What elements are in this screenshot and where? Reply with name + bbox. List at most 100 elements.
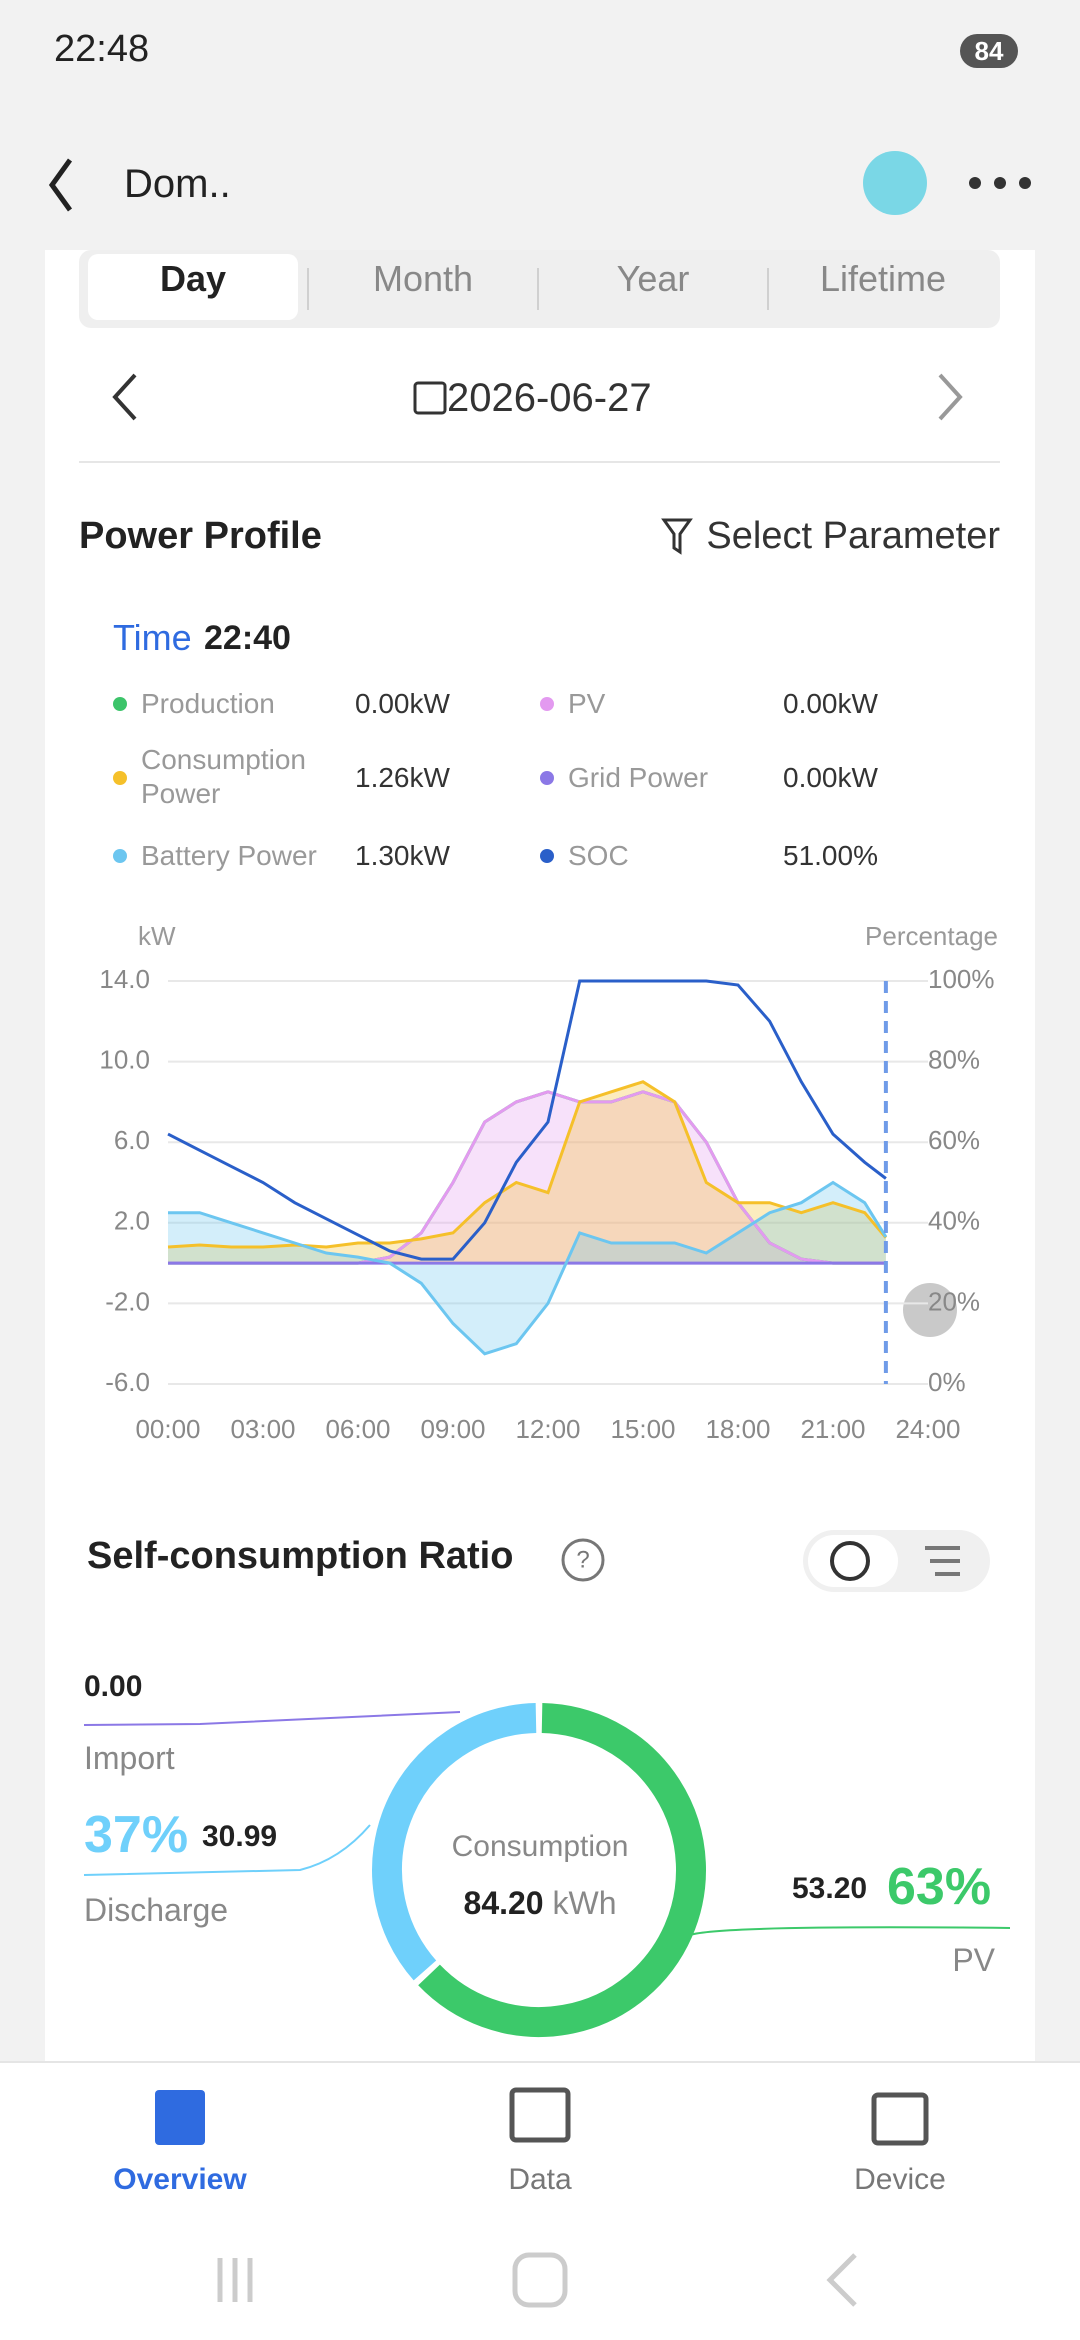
series-line (168, 1180, 888, 1356)
tab[interactable]: Month (372, 258, 474, 299)
help-icon[interactable] (561, 1538, 605, 1582)
legend-label: PV (568, 688, 606, 719)
expand-button[interactable] (903, 1283, 957, 1337)
donut-segment (418, 1703, 706, 2037)
back-button (826, 2253, 857, 2307)
y-tick-label: 2.0 (114, 1206, 150, 1236)
recents-button (217, 2258, 253, 2302)
tab[interactable]: Lifetime (819, 258, 947, 299)
donut-segment (372, 1703, 537, 1981)
legend-label: Battery Power (141, 840, 317, 871)
legend-dot (540, 771, 554, 785)
y-tick-label: -2.0 (105, 1286, 150, 1316)
x-tick-label: 24:00 (895, 1414, 960, 1444)
battery: 84 (960, 34, 1018, 68)
legend-value: 51.00% (783, 840, 878, 871)
y2-tick-label: 40% (928, 1206, 980, 1236)
legend-dot (113, 849, 127, 863)
more (1019, 177, 1031, 189)
legend-dot (113, 771, 127, 785)
y-tick-label: -6.0 (105, 1367, 150, 1397)
callout-percent: 63% (887, 1858, 992, 1916)
section-title: Power Profile (79, 515, 322, 557)
section-title: Self-consumption Ratio (87, 1535, 514, 1577)
home-button (512, 2252, 568, 2308)
next-date[interactable] (938, 373, 963, 421)
y2-tick-label: 20% (928, 1286, 980, 1316)
legend-label: Grid Power (568, 762, 709, 793)
callout-value: 53.20 (792, 1872, 868, 1905)
toggle-selected (808, 1535, 898, 1587)
legend-dot (113, 697, 127, 711)
total-unit: kWh (552, 1885, 617, 1921)
callout-line (689, 1926, 1011, 1936)
back-icon[interactable] (48, 158, 73, 212)
tab-selected (88, 254, 298, 320)
callout-value: 0.00 (84, 1670, 143, 1703)
prev-date[interactable] (112, 373, 137, 421)
tab[interactable]: Day (159, 258, 227, 299)
callout-value: 30.99 (202, 1820, 278, 1853)
more (994, 177, 1006, 189)
more[interactable] (969, 177, 981, 189)
x-tick-label: 00:00 (135, 1414, 200, 1444)
status-time: 22:48 (54, 28, 150, 70)
callout-line (83, 1824, 371, 1876)
x-tick-label: 09:00 (420, 1414, 485, 1444)
donut-total: 84.20 kWh (0, 1885, 1080, 1922)
header-title: Dom.. (124, 162, 231, 206)
area (168, 1091, 886, 1264)
y2-axis-label: Percentage (865, 921, 998, 951)
y2-tick-label: 0% (928, 1367, 966, 1397)
y2-tick-label: 60% (928, 1125, 980, 1155)
legend-dot (540, 697, 554, 711)
total-value: 84.20 (463, 1885, 544, 1921)
tab-bar (79, 250, 1000, 328)
series-line (167, 979, 887, 1261)
nav-label[interactable]: Data (508, 2163, 572, 2196)
y2-tick-label: 80% (928, 1044, 980, 1074)
legend-label: SOC (568, 840, 629, 871)
nav-label[interactable]: Device (854, 2163, 946, 2196)
time-value: 22:40 (204, 619, 291, 657)
tab[interactable]: Year (616, 258, 690, 299)
y-tick-label: 14.0 (99, 964, 150, 994)
area (168, 1081, 886, 1264)
calendar-icon (413, 381, 447, 415)
callout-percent: 37% (84, 1806, 189, 1864)
legend-dot (540, 849, 554, 863)
y-axis-label: kW (138, 921, 176, 951)
y-tick-label: 6.0 (114, 1125, 150, 1155)
x-tick-label: 18:00 (705, 1414, 770, 1444)
x-tick-label: 15:00 (610, 1414, 675, 1444)
legend-value: 0.00kW (783, 688, 878, 719)
data-icon[interactable] (509, 2087, 571, 2143)
series-line (167, 1080, 888, 1249)
callout-line (83, 1711, 461, 1726)
area (168, 1182, 886, 1354)
callout-name: Discharge (84, 1892, 229, 1928)
x-tick-label: 03:00 (230, 1414, 295, 1444)
x-tick-label: 06:00 (325, 1414, 390, 1444)
legend-label: Consumption Power (141, 744, 306, 809)
help-mark: ? (576, 1546, 589, 1573)
time-label: Time (113, 617, 192, 658)
list-icon (925, 1546, 960, 1576)
legend-value: 0.00kW (355, 688, 450, 719)
date[interactable]: 2026-06-27 (447, 376, 652, 420)
select-parameter[interactable]: Select Parameter (706, 515, 1000, 557)
callout-name: Import (84, 1740, 175, 1776)
filter-icon[interactable] (661, 518, 693, 555)
y-tick-label: 10.0 (99, 1044, 150, 1074)
legend-value: 0.00kW (783, 762, 878, 793)
avatar[interactable] (863, 151, 927, 215)
legend-value: 1.30kW (355, 840, 450, 871)
donut-label: Consumption (451, 1830, 629, 1863)
callout-name: PV (952, 1942, 995, 1978)
device-icon[interactable] (871, 2092, 929, 2146)
legend-label: Production (141, 688, 275, 719)
nav-label[interactable]: Overview (113, 2163, 247, 2196)
overview-icon[interactable] (155, 2090, 205, 2145)
x-tick-label: 12:00 (515, 1414, 580, 1444)
